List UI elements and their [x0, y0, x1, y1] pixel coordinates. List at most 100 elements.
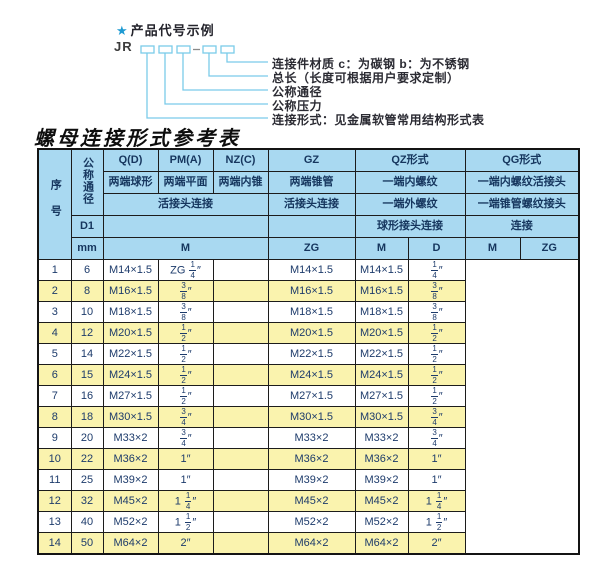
cell-qz-m [212, 364, 269, 386]
cell-qz-m [212, 448, 269, 470]
cell-m-thread: M16×1.5 [102, 280, 159, 302]
leader-line-material [226, 53, 268, 63]
cell-gz-zg: 1 2 ″ [157, 364, 214, 386]
cell-qg-zg: 1 4 ″ [407, 259, 466, 281]
cell-diameter-mm: 6 [70, 259, 104, 281]
cell-qz-d: M20×1.5 [267, 322, 356, 344]
cell-qg-zg: 1 2 ″ [407, 385, 466, 407]
cell-serial: 9 [37, 427, 72, 449]
cell-qz-d: M22×1.5 [267, 343, 356, 365]
cell-qz-m [212, 343, 269, 365]
cell-qz-d: M24×1.5 [267, 364, 356, 386]
cell-gz-zg: 1 1 4 ″ [157, 490, 214, 512]
cell-qz-m [212, 406, 269, 428]
header-qz-m: M [354, 237, 409, 260]
cell-gz-zg: 3 4 ″ [157, 427, 214, 449]
cell-qz-d: M18×1.5 [267, 301, 356, 323]
header-qg-row4: 连接 [464, 215, 580, 238]
cell-serial: 4 [37, 322, 72, 344]
cell-diameter-mm: 20 [70, 427, 104, 449]
cell-m-thread: M30×1.5 [102, 406, 159, 428]
cell-diameter-mm: 22 [70, 448, 104, 470]
header-d1: D1 [70, 215, 104, 238]
cell-gz-zg: 3 8 ″ [157, 280, 214, 302]
code-box-2 [158, 45, 173, 54]
product-code-prefix: JR [114, 39, 133, 54]
table-header: 序号 公称通径 Q(D) PM(A) NZ(C) GZ QZ形式 QG形式 两端… [37, 148, 580, 260]
cell-qg-m: M27×1.5 [354, 385, 409, 407]
cell-gz-zg: 1 2 ″ [157, 322, 214, 344]
product-code-heading-text: 产品代号示例 [130, 23, 215, 38]
cell-m-thread: M14×1.5 [102, 259, 159, 281]
cell-serial: 6 [37, 364, 72, 386]
cell-qz-d: M52×2 [267, 511, 356, 533]
table-row: 11 25 M39×2 1″ M39×2 M39×2 1″ [37, 469, 579, 491]
cell-qz-m [212, 301, 269, 323]
cell-m-thread: M33×2 [102, 427, 159, 449]
cell-qg-m: M22×1.5 [354, 343, 409, 365]
cell-qz-m [212, 469, 269, 491]
header-blank-left [102, 215, 269, 238]
leader-line-connection [146, 53, 268, 119]
cell-qg-m: M33×2 [354, 427, 409, 449]
cell-qz-d: M39×2 [267, 469, 356, 491]
header-pm: PM(A) [157, 148, 214, 172]
cell-qg-m: M64×2 [354, 532, 409, 554]
header-q: Q(D) [102, 148, 159, 172]
cell-gz-zg: 3 8 ″ [157, 301, 214, 323]
cell-qg-m: M52×2 [354, 511, 409, 533]
cell-gz-zg: 1 1 2 ″ [157, 511, 214, 533]
cell-diameter-mm: 40 [70, 511, 104, 533]
header-diameter: 公称通径 [70, 148, 104, 216]
cell-m-thread: M45×2 [102, 490, 159, 512]
header-qg-m: M [464, 237, 521, 260]
cell-qg-zg: 3 8 ″ [407, 280, 466, 302]
cell-qg-zg: 3 8 ″ [407, 301, 466, 323]
cell-serial: 2 [37, 280, 72, 302]
cell-qg-m: M16×1.5 [354, 280, 409, 302]
header-qg-row3: 一端锥管螺纹接头 [464, 193, 580, 216]
table-row: 8 18 M30×1.5 3 4 ″ M30×1.5 M30×1.5 3 4 ″ [37, 406, 579, 428]
cell-qg-zg: 1″ [407, 469, 466, 491]
cell-m-thread: M52×2 [102, 511, 159, 533]
table-title: 螺母连接形式参考表 [34, 128, 241, 150]
cell-diameter-mm: 14 [70, 343, 104, 365]
cell-diameter-mm: 32 [70, 490, 104, 512]
cell-qg-m: M45×2 [354, 490, 409, 512]
cell-diameter-mm: 16 [70, 385, 104, 407]
cell-diameter-mm: 18 [70, 406, 104, 428]
product-code-heading: ★ 产品代号示例 [116, 20, 215, 39]
table-row: 14 50 M64×2 2″ M64×2 M64×2 2″ [37, 532, 579, 554]
cell-gz-zg: 2″ [157, 532, 214, 554]
cell-diameter-mm: 50 [70, 532, 104, 554]
cell-qg-zg: 3 4 ″ [407, 406, 466, 428]
header-qg-row2: 一端内螺纹活接头 [464, 171, 580, 194]
cell-qz-m [212, 427, 269, 449]
cell-diameter-mm: 10 [70, 301, 104, 323]
nut-connection-table: 序号 公称通径 Q(D) PM(A) NZ(C) GZ QZ形式 QG形式 两端… [37, 148, 580, 555]
cell-m-thread: M20×1.5 [102, 322, 159, 344]
cell-diameter-mm: 12 [70, 322, 104, 344]
cell-qg-zg: 1″ [407, 448, 466, 470]
header-qg-zg: ZG [519, 237, 580, 260]
header-q-desc: 两端球形 [102, 171, 159, 194]
cell-serial: 13 [37, 511, 72, 533]
cell-serial: 8 [37, 406, 72, 428]
label-total-length: 总长（长度可根据用户要求定制） [272, 71, 460, 85]
header-pm-desc: 两端平面 [157, 171, 214, 194]
cell-qz-d: M64×2 [267, 532, 356, 554]
cell-gz-zg: 1 2 ″ [157, 385, 214, 407]
table-row: 7 16 M27×1.5 1 2 ″ M27×1.5 M27×1.5 1 2 ″ [37, 385, 579, 407]
cell-qg-m: M39×2 [354, 469, 409, 491]
leader-line-diameter [182, 53, 268, 91]
code-box-3 [176, 45, 191, 54]
cell-qg-zg: 2″ [407, 532, 466, 554]
table-body: 1 6 M14×1.5 ZG 1 4 ″ M14×1.5 M14×1.5 1 4 ″ 2 8 M16×1.… [37, 259, 579, 554]
cell-qg-zg: 1 1 4 ″ [407, 490, 466, 512]
cell-diameter-mm: 8 [70, 280, 104, 302]
table-row: 4 12 M20×1.5 1 2 ″ M20×1.5 M20×1.5 1 2 ″ [37, 322, 579, 344]
cell-qz-d: M30×1.5 [267, 406, 356, 428]
cell-serial: 7 [37, 385, 72, 407]
header-gz-desc: 两端锥管 [267, 171, 356, 194]
